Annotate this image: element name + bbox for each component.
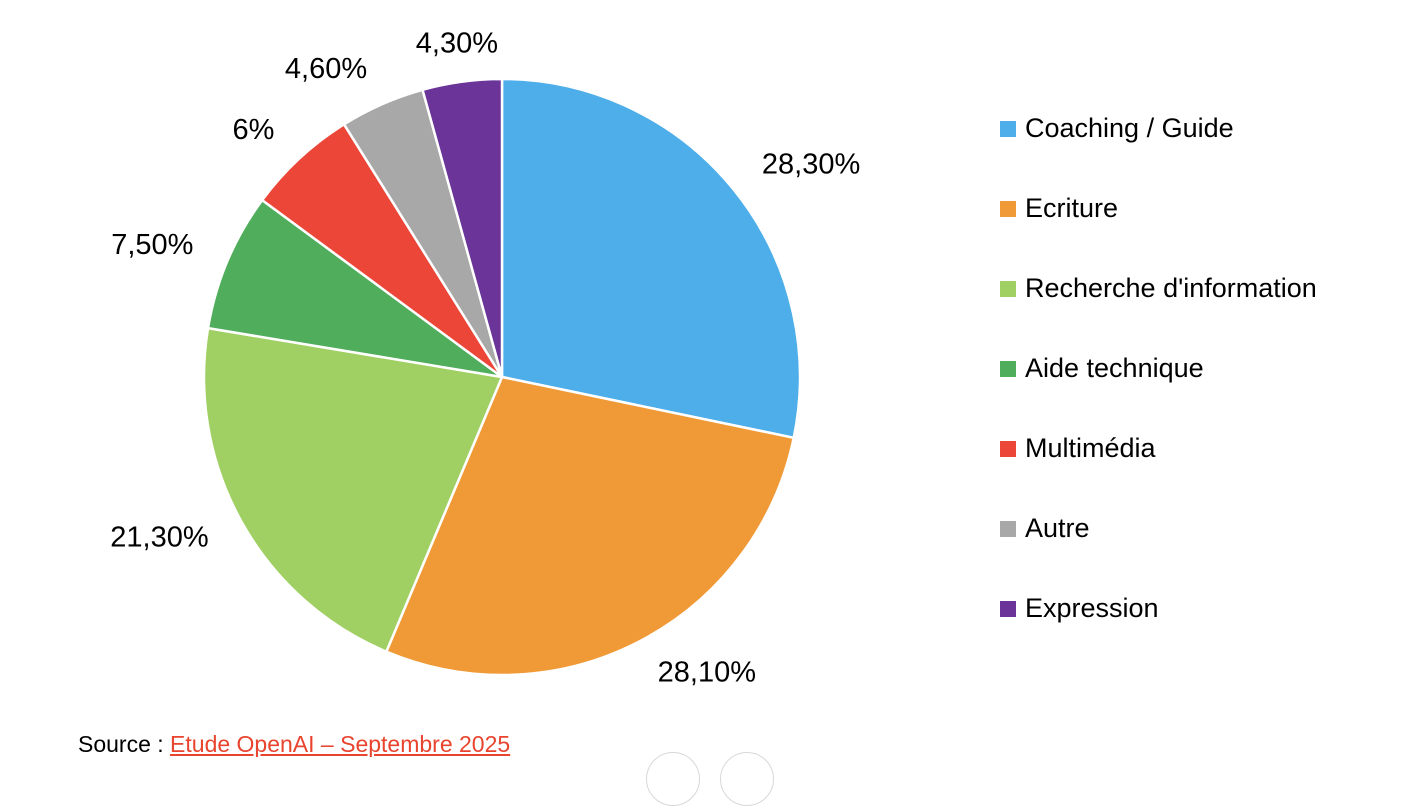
legend-item-multimedia: Multimédia	[1000, 428, 1317, 508]
pie-slices	[202, 77, 802, 677]
pie-slice-recherche-d-information	[202, 326, 504, 654]
source-prefix: Source :	[78, 731, 171, 757]
legend-label: Expression	[1025, 593, 1159, 623]
pie-slice-ecriture	[384, 375, 796, 677]
data-label-recherche-d-information: 21,30%	[110, 521, 208, 553]
legend-label: Autre	[1025, 513, 1090, 543]
data-label-multimedia: 6%	[232, 114, 274, 146]
legend-label: Multimédia	[1025, 433, 1156, 463]
carousel-next-button[interactable]	[720, 752, 774, 806]
pie-chart: 28,30% 28,10% 21,30% 7,50% 6% 4,60% 4,30%	[110, 28, 860, 689]
legend-item-ecriture: Ecriture	[1000, 188, 1317, 268]
legend-swatch-icon	[1000, 361, 1016, 377]
source-note: Source : Etude OpenAI – Septembre 2025	[78, 728, 510, 760]
pie-data-labels: 28,30% 28,10% 21,30% 7,50% 6% 4,60% 4,30%	[110, 28, 860, 689]
data-label-autre: 4,60%	[285, 53, 367, 85]
legend-label: Recherche d'information	[1025, 273, 1317, 303]
pie-slice-expression	[421, 77, 504, 378]
carousel-prev-button[interactable]	[646, 752, 700, 806]
pie-slice-aide-technique	[206, 198, 503, 379]
legend-label: Ecriture	[1025, 193, 1119, 223]
legend-item-recherche-d-information: Recherche d'information	[1000, 268, 1317, 348]
source-link[interactable]: Etude OpenAI – Septembre 2025	[170, 731, 511, 757]
legend-label: Aide technique	[1025, 353, 1204, 383]
legend-swatch-icon	[1000, 121, 1016, 137]
legend-item-coaching-guide: Coaching / Guide	[1000, 108, 1317, 188]
legend-swatch-icon	[1000, 281, 1016, 297]
legend-item-expression: Expression	[1000, 588, 1317, 668]
data-label-ecriture: 28,10%	[658, 656, 756, 688]
pie-slice-coaching-guide	[500, 77, 802, 440]
legend-item-autre: Autre	[1000, 508, 1317, 588]
legend-item-aide-technique: Aide technique	[1000, 348, 1317, 428]
chart-legend: Coaching / Guide Ecriture Recherche d'info…	[1000, 108, 1317, 668]
legend-swatch-icon	[1000, 601, 1016, 617]
legend-swatch-icon	[1000, 201, 1016, 217]
data-label-expression: 4,30%	[416, 28, 498, 60]
legend-swatch-icon	[1000, 521, 1016, 537]
legend-label: Coaching / Guide	[1025, 113, 1234, 143]
data-label-aide-technique: 7,50%	[111, 229, 193, 261]
data-label-coaching-guide: 28,30%	[762, 148, 860, 180]
legend-swatch-icon	[1000, 441, 1016, 457]
